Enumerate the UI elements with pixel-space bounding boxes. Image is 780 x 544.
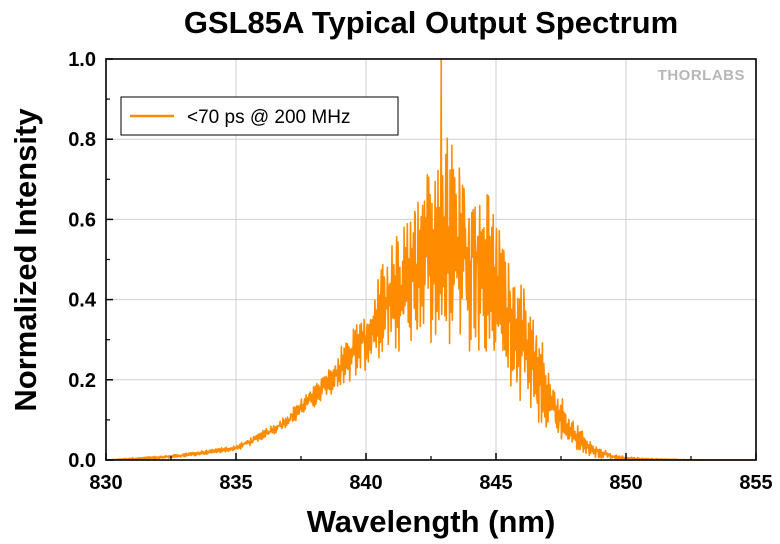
y-tick-label: 1.0: [68, 49, 96, 71]
data-series-group: [105, 58, 757, 461]
y-tick-label: 0.8: [68, 129, 96, 151]
y-axis-ticks: 0.0 0.2 0.4 0.6 0.8 1.0: [68, 49, 113, 472]
x-tick-label: 850: [609, 472, 642, 494]
chart-title: GSL85A Typical Output Spectrum: [184, 5, 678, 40]
x-tick-label: 830: [89, 472, 122, 494]
x-tick-label: 835: [219, 472, 252, 494]
y-tick-label: 0.2: [68, 370, 96, 392]
y-tick-label: 0.4: [68, 290, 97, 312]
y-axis-label: Normalized Intensity: [8, 108, 43, 412]
series-line: [105, 58, 757, 461]
x-axis-label: Wavelength (nm): [307, 504, 556, 539]
y-tick-label: 0.0: [68, 450, 96, 472]
x-tick-label: 840: [349, 472, 382, 494]
legend-entry-label: <70 ps @ 200 MHz: [187, 107, 350, 128]
x-tick-label: 855: [739, 472, 772, 494]
legend: <70 ps @ 200 MHz: [120, 96, 399, 136]
thorlabs-logo: THORLABS: [658, 67, 745, 84]
x-axis-ticks: 830 835 840 845 850 855: [89, 453, 773, 494]
x-tick-label: 845: [479, 472, 512, 494]
y-tick-label: 0.6: [68, 209, 96, 231]
